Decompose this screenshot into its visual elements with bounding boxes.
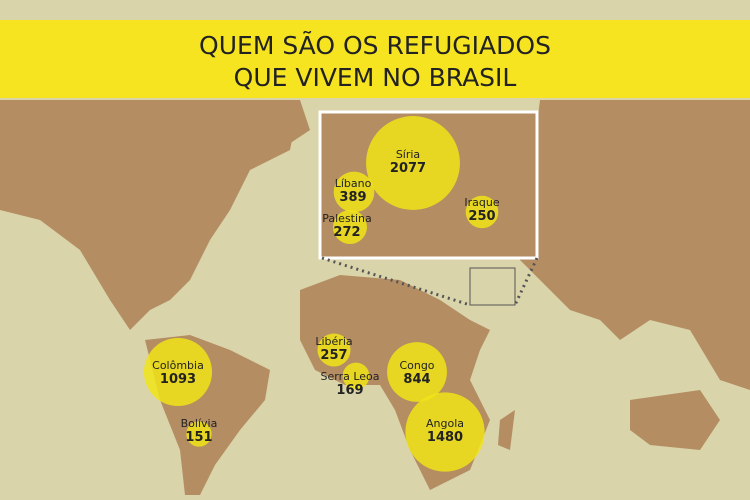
- bubble-name: Congo: [399, 359, 434, 372]
- bubble-value: 1480: [427, 430, 463, 445]
- title-line: QUE VIVEM NO BRASIL: [234, 63, 517, 92]
- inset-connector: [321, 256, 471, 307]
- bubble: [186, 421, 212, 447]
- bubble: [465, 195, 499, 229]
- bubble-value: 2077: [390, 161, 426, 176]
- bubble: [405, 392, 485, 472]
- bubble-value: 1093: [160, 372, 196, 387]
- bubble-name: Iraque: [464, 196, 499, 209]
- bubble-name: Libéria: [315, 335, 352, 348]
- bubble-name: Bolívia: [181, 417, 218, 430]
- bubble: [342, 362, 370, 390]
- bubble-value: 389: [339, 190, 366, 205]
- bubble-value: 844: [403, 372, 430, 387]
- inset-source: [469, 267, 516, 306]
- bubble-name: Angola: [426, 417, 464, 430]
- title-banner: [0, 20, 750, 98]
- inset-connector: [513, 257, 539, 306]
- bubble: [143, 337, 213, 407]
- bubble: [387, 342, 447, 402]
- bubble-value: 250: [468, 209, 495, 224]
- bubble: [317, 333, 351, 367]
- bubble-name: Palestina: [322, 212, 372, 225]
- bubble-value: 151: [185, 430, 212, 445]
- bubble-value: 272: [333, 225, 360, 240]
- bubble: [333, 210, 367, 244]
- bubble-name: Líbano: [335, 177, 372, 190]
- bubble: [333, 171, 375, 213]
- title-line: QUEM SÃO OS REFUGIADOS: [199, 30, 551, 60]
- bubble-value: 169: [336, 383, 363, 398]
- bubble: [366, 116, 460, 210]
- bubble-value: 257: [320, 348, 347, 363]
- bubble-name: Serra Leoa: [320, 370, 379, 383]
- bubble-name: Síria: [396, 148, 420, 161]
- bubble-name: Colômbia: [152, 359, 204, 372]
